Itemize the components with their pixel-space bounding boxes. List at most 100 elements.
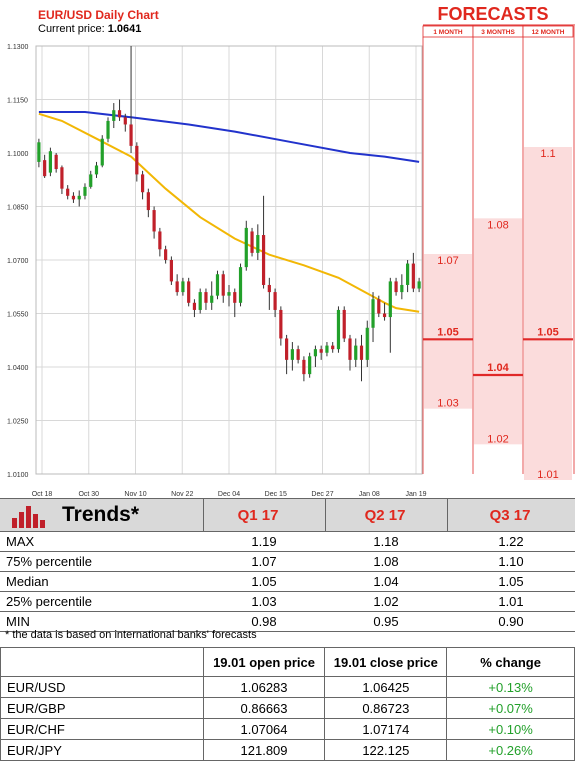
close-price: 0.86723 [324,697,448,719]
candle-body [290,349,294,360]
y-tick-label: 1.0400 [7,365,29,372]
candle [405,260,410,293]
candle [100,135,104,168]
candle [215,270,220,300]
candle-body [60,167,64,189]
candle-body [112,110,116,121]
candle-body [43,160,47,177]
candle-body [117,110,122,118]
forecast-col-header: 1 MONTH [433,29,463,36]
candle [129,46,133,153]
forecast-col-header: 3 MONTHS [481,29,515,36]
close-price: 1.07174 [324,718,448,740]
candle [256,224,260,260]
candle [77,190,81,207]
candle [382,302,387,321]
percent-change: +0.26% [446,739,575,761]
candle-body [325,345,329,353]
forecast-range [424,254,472,409]
x-tick-label: Jan 08 [359,491,380,498]
forecast-min-label: 1.02 [487,433,508,445]
candle [48,147,53,177]
currency-pair: EUR/GBP [0,697,204,719]
trends-row-value: 0.90 [447,611,575,632]
candle-body [152,210,156,232]
y-tick-label: 1.1300 [7,44,29,51]
trends-row-label: 75% percentile [0,551,203,572]
candle [400,274,404,300]
candle-body [158,231,162,250]
prices-row: EUR/USD 1.06283 1.06425 +0.13% [0,676,575,698]
prices-row: EUR/GBP 0.86663 0.86723 +0.07% [0,697,575,719]
candle [60,165,64,195]
trends-row-value: 1.18 [325,532,447,552]
candle [371,292,375,343]
candle-body [204,292,208,303]
plot-frame [35,45,423,475]
trends-header: Trends* Q1 17 Q2 17 Q3 17 [0,498,575,532]
prices-table: 19.01 open price 19.01 close price % cha… [0,647,575,761]
forecast-max-label: 1.08 [487,219,508,231]
candle-body [244,227,248,268]
candle [377,295,381,318]
candle-body [308,356,312,375]
open-price: 1.07064 [202,718,326,740]
candle [279,306,283,346]
candle [198,288,202,314]
open-price: 121.809 [202,739,326,761]
trends-row-value: 1.22 [447,532,575,552]
candle [331,342,335,353]
trends-row-value: 1.03 [203,591,325,612]
candle-body [175,281,179,293]
candle-body [37,142,41,162]
candle-body [89,174,93,187]
candle [112,103,116,129]
candle [135,142,139,182]
forecast-col-header-box [522,25,574,38]
trends-row-value: 1.05 [447,571,575,592]
trends-row-value: 1.07 [203,551,325,572]
candle-body [348,338,352,360]
current-price-value: 1.0641 [108,23,142,35]
candle [388,277,392,353]
percent-change: +0.10% [446,718,575,740]
candle [319,345,323,360]
y-tick-label: 1.0850 [7,205,29,212]
forecast-median-label: 1.05 [437,326,458,338]
bar-chart-icon [12,506,45,528]
candle-body [302,359,306,375]
x-tick-label: Nov 22 [171,491,193,498]
open-price: 1.06283 [202,676,326,698]
candle [308,352,312,378]
candle-body [135,145,139,175]
candle [210,281,214,310]
trends-row-value: 1.10 [447,551,575,572]
candle [285,334,289,375]
candle [233,288,237,318]
candle [290,342,294,371]
prices-col-close: 19.01 close price [324,647,448,677]
candle [221,270,225,303]
chart-title: EUR/USD Daily Chart [38,8,159,22]
candle-body [181,281,185,293]
x-tick-label: Dec 15 [265,491,287,498]
candle [158,227,162,257]
candle-body [106,120,110,139]
trends-row-value: 1.01 [447,591,575,612]
prices-header-empty [0,647,204,677]
trends-row-value: 1.08 [325,551,447,572]
x-tick-label: Nov 10 [124,491,146,498]
trends-row: Median 1.05 1.04 1.05 [0,571,575,592]
candle [83,183,87,200]
trends-row-value: 1.04 [325,571,447,592]
trends-row: 75% percentile 1.07 1.08 1.10 [0,551,575,572]
candle-body [296,349,300,360]
candle-body [227,292,231,296]
candle-body [71,195,76,200]
trends-col-q1: Q1 17 [237,507,279,524]
trends-row-label: Median [0,571,203,592]
candle-body [48,151,53,173]
forecast-min-label: 1.03 [437,398,458,410]
trends-row: MAX 1.19 1.18 1.22 [0,532,575,552]
percent-change: +0.13% [446,676,575,698]
